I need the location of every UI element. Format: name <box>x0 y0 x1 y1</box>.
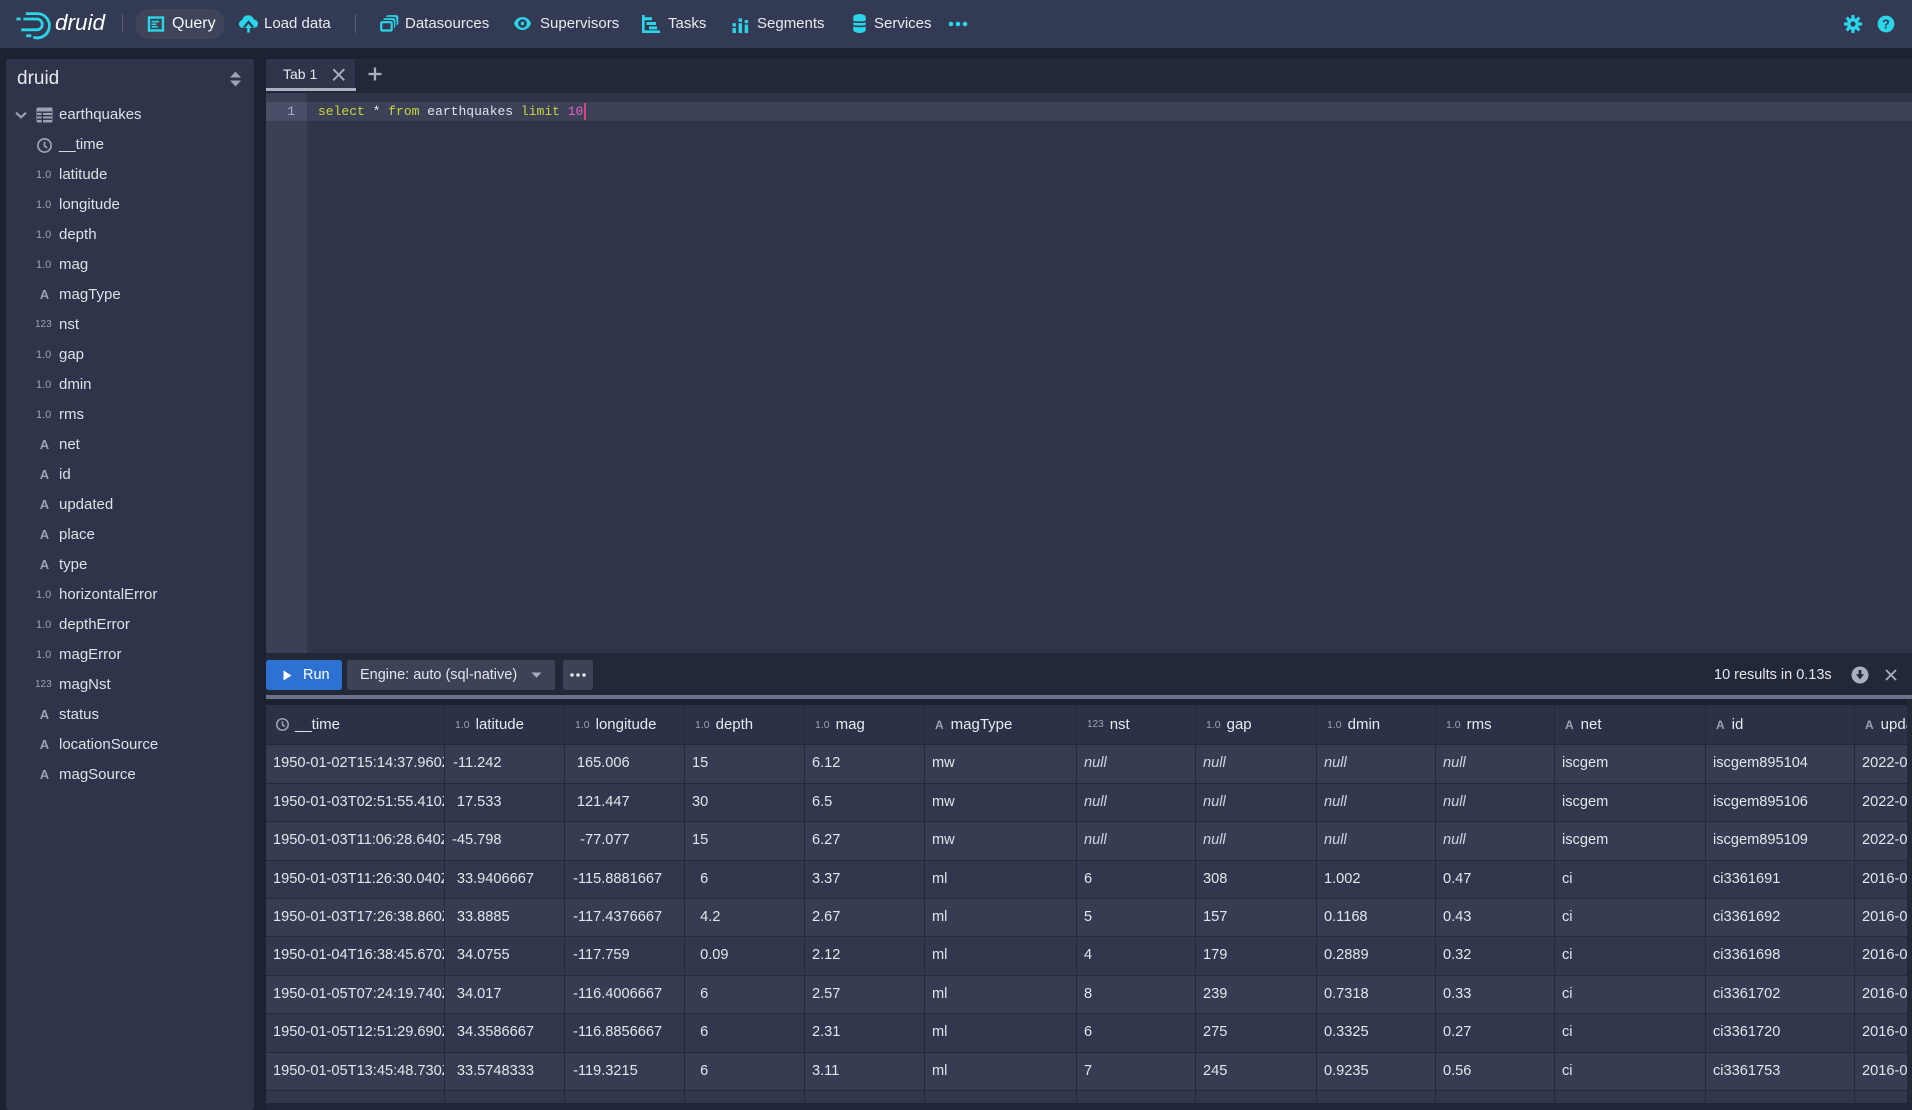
svg-text:?: ? <box>1882 17 1890 31</box>
